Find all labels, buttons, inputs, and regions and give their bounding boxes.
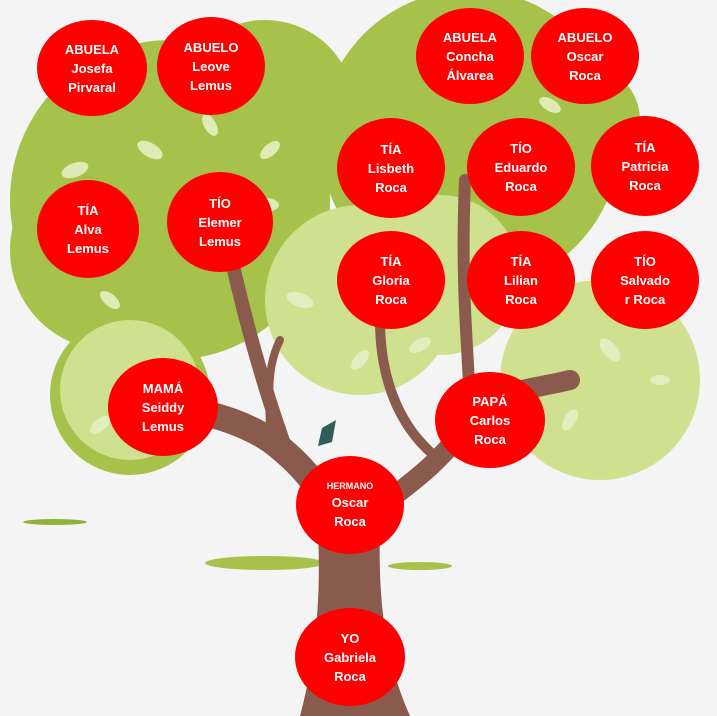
node-last-name: Álvarea bbox=[446, 67, 494, 83]
node-first-name: Oscar bbox=[566, 48, 604, 64]
node-first-name: Josefa bbox=[71, 60, 113, 76]
node-papa-carlos: PAPÁ Carlos Roca bbox=[435, 372, 545, 468]
node-first-name: Gloria bbox=[372, 272, 410, 288]
node-mama-seiddy: MAMÁ Seiddy Lemus bbox=[108, 358, 218, 456]
node-role: TÍO bbox=[510, 140, 532, 156]
node-last-name: r Roca bbox=[624, 291, 666, 307]
node-hermano-oscar: HERMANO Oscar Roca bbox=[296, 456, 404, 554]
node-first-name: Oscar bbox=[331, 495, 369, 510]
node-abuela-josefa: ABUELA Josefa Pirvaral bbox=[37, 20, 147, 116]
node-role: TÍA bbox=[380, 253, 402, 269]
node-tia-patricia: TÍA Patricia Roca bbox=[591, 116, 699, 216]
node-last-name: Roca bbox=[505, 291, 537, 307]
node-first-name: Gabriela bbox=[323, 649, 377, 665]
node-role: TÍA bbox=[510, 253, 532, 269]
node-last-name: Roca bbox=[569, 67, 601, 83]
node-first-name: Lilian bbox=[504, 272, 538, 288]
node-abuelo-oscar: ABUELO Oscar Roca bbox=[531, 8, 639, 104]
node-last-name: Roca bbox=[334, 514, 366, 529]
node-last-name: Lemus bbox=[67, 240, 109, 256]
node-role: YO bbox=[340, 630, 360, 646]
node-role: ABUELA bbox=[64, 41, 120, 57]
node-first-name: Lisbeth bbox=[367, 160, 415, 176]
node-role: ABUELA bbox=[442, 29, 498, 45]
node-last-name: Roca bbox=[474, 431, 506, 447]
node-tia-lilian: TÍA Lilian Roca bbox=[467, 231, 575, 329]
node-role: TÍA bbox=[77, 202, 99, 218]
node-role: MAMÁ bbox=[142, 380, 184, 396]
node-last-name: Lemus bbox=[199, 233, 241, 249]
node-first-name: Patricia bbox=[621, 158, 669, 174]
node-first-name: Seiddy bbox=[141, 399, 185, 415]
node-role: HERMANO bbox=[326, 481, 374, 491]
node-yo-gabriela: YO Gabriela Roca bbox=[295, 608, 405, 706]
node-role: TÍO bbox=[634, 253, 656, 269]
node-role: PAPÁ bbox=[472, 393, 508, 409]
node-last-name: Roca bbox=[375, 179, 407, 195]
node-first-name: Leove bbox=[192, 58, 230, 74]
node-role: TÍO bbox=[209, 195, 231, 211]
node-last-name: Pirvaral bbox=[68, 79, 116, 95]
node-role: ABUELO bbox=[557, 29, 613, 45]
node-role: ABUELO bbox=[183, 39, 239, 55]
ground-shadow-left bbox=[23, 519, 87, 525]
node-first-name: Salvado bbox=[620, 272, 670, 288]
node-tio-salvador: TÍO Salvado r Roca bbox=[591, 231, 699, 329]
node-first-name: Elemer bbox=[198, 214, 242, 230]
node-abuelo-leove: ABUELO Leove Lemus bbox=[157, 17, 265, 115]
node-first-name: Carlos bbox=[469, 412, 511, 428]
node-last-name: Roca bbox=[334, 668, 366, 684]
node-first-name: Alva bbox=[74, 221, 102, 237]
node-last-name: Roca bbox=[505, 178, 537, 194]
node-last-name: Roca bbox=[629, 177, 661, 193]
node-role: TÍA bbox=[634, 139, 656, 155]
node-tia-lisbeth: TÍA Lisbeth Roca bbox=[337, 118, 445, 218]
ground-shadow-right bbox=[388, 562, 452, 570]
falling-leaf bbox=[318, 420, 336, 446]
node-tio-elemer: TÍO Elemer Lemus bbox=[167, 172, 273, 272]
ground-shadow-center bbox=[205, 556, 325, 570]
leaf-marks bbox=[61, 97, 670, 434]
node-abuela-concha: ABUELA Concha Álvarea bbox=[416, 8, 524, 104]
node-tia-alva: TÍA Alva Lemus bbox=[37, 180, 139, 278]
node-tio-eduardo: TÍO Eduardo Roca bbox=[467, 118, 575, 216]
node-last-name: Lemus bbox=[190, 77, 232, 93]
node-first-name: Concha bbox=[446, 48, 494, 64]
node-last-name: Roca bbox=[375, 291, 407, 307]
node-first-name: Eduardo bbox=[494, 159, 548, 175]
node-role: TÍA bbox=[380, 141, 402, 157]
node-last-name: Lemus bbox=[142, 418, 184, 434]
node-tia-gloria: TÍA Gloria Roca bbox=[337, 231, 445, 329]
